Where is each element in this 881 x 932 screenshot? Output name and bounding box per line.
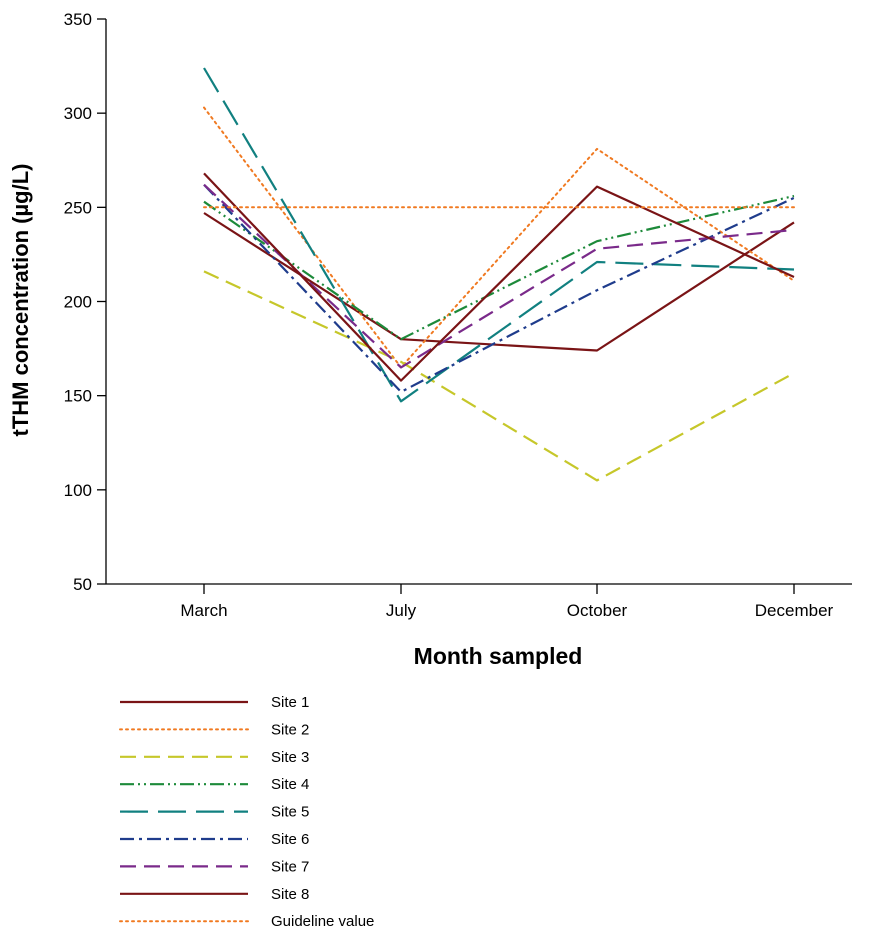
legend-label: Site 7 (271, 858, 309, 875)
series-line-4 (203, 194, 795, 341)
x-axis-title: Month sampled (414, 643, 583, 669)
series-line-1 (203, 212, 795, 352)
legend-label: Site 8 (271, 886, 309, 903)
x-ticks: March July October December (180, 584, 834, 620)
series-line-3 (203, 270, 795, 482)
legend-label: Site 1 (271, 694, 309, 711)
y-ticks: 50 100 150 200 250 300 350 (64, 10, 106, 594)
plot-lines (203, 67, 795, 482)
x-tick-label: December (755, 601, 834, 620)
y-axis-title: tTHM concentration (µg/L) (8, 164, 33, 437)
series-line-5 (203, 67, 795, 403)
series-line-8 (203, 172, 795, 382)
legend-label: Guideline value (271, 913, 374, 930)
legend-label: Site 3 (271, 749, 309, 766)
legend-label: Site 5 (271, 804, 309, 821)
legend-label: Site 6 (271, 831, 309, 848)
series-line-6 (203, 183, 795, 393)
y-tick-label: 200 (64, 293, 92, 312)
x-tick-label: October (567, 601, 628, 620)
y-tick-label: 50 (73, 575, 92, 594)
y-tick-label: 250 (64, 198, 92, 217)
axes (105, 19, 852, 585)
y-tick-label: 300 (64, 104, 92, 123)
series-line-7 (203, 183, 795, 369)
y-tick-label: 350 (64, 10, 92, 29)
legend-label: Site 2 (271, 721, 309, 738)
x-tick-label: July (386, 601, 417, 620)
legend-label: Site 4 (271, 776, 309, 793)
x-tick-label: March (180, 601, 227, 620)
y-tick-label: 150 (64, 387, 92, 406)
series-line-2 (203, 106, 795, 369)
legend: Site 1 Site 2 Site 3 Site 4 Site 5 Site 6 Site… (119, 694, 374, 930)
y-tick-label: 100 (64, 481, 92, 500)
